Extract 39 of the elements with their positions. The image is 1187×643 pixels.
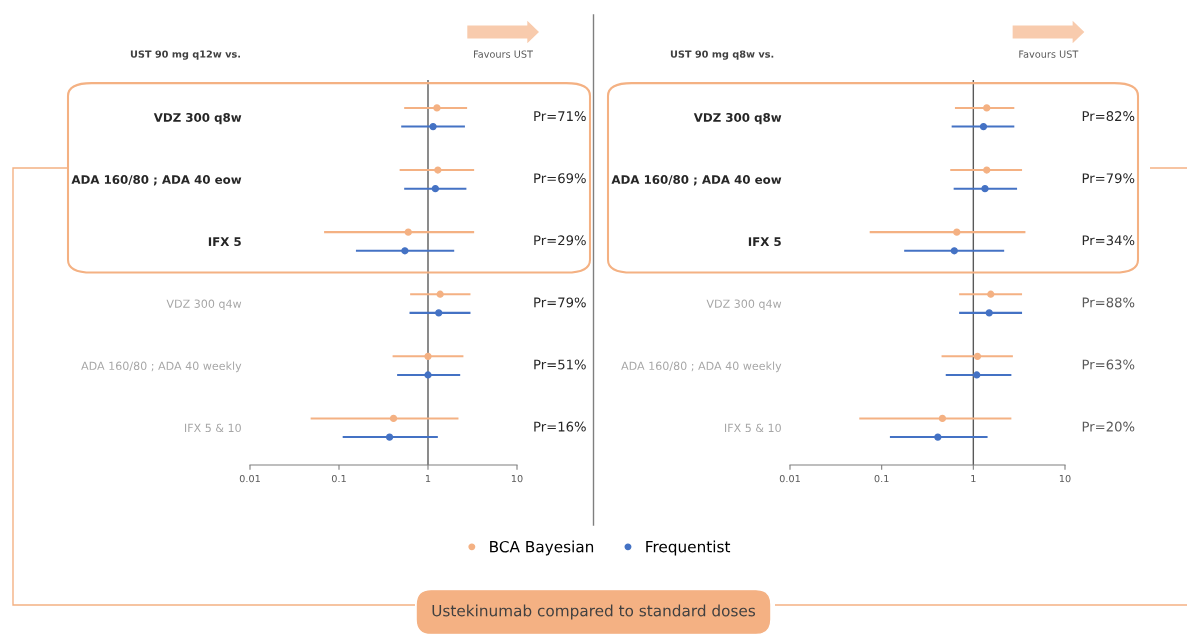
text: Favours UST xyxy=(474,50,533,58)
x-tick-label: 0.01 xyxy=(779,474,800,483)
y-tick-label: IFX 5 & 10 xyxy=(185,423,241,433)
text: Pr=20% xyxy=(1082,421,1135,432)
text: Ustekinumab compared to standard doses xyxy=(432,604,756,620)
text: Pr=71% xyxy=(534,111,586,122)
y-tick-label: IFX 5 xyxy=(208,237,241,247)
text: Pr=34% xyxy=(1082,235,1135,246)
text: Pr=51% xyxy=(534,359,586,370)
y-tick-label: VDZ 300 q4w xyxy=(166,299,242,311)
y-tick-label: ADA 160/80 ; ADA 40 weekly xyxy=(81,361,242,373)
y-tick-label: ADA 160/80 ; ADA 40 weekly xyxy=(621,361,782,373)
text: Pr=82% xyxy=(1082,111,1135,122)
legend-label: BCA Bayesian xyxy=(490,540,594,556)
x-tick-label: 0.01 xyxy=(239,474,260,483)
y-tick-label: ADA 160/80 ; ADA 40 eow xyxy=(71,175,242,186)
x-tick-label: 1 xyxy=(971,475,976,483)
x-tick-label: 10 xyxy=(1059,474,1071,483)
text: Pr=79% xyxy=(1082,173,1135,184)
chart-title: UST 90 mg q8w vs. xyxy=(670,50,774,60)
y-tick-label: VDZ 300 q4w xyxy=(706,299,782,311)
x-tick-label: 0.1 xyxy=(874,474,889,483)
text: Pr=69% xyxy=(534,173,586,184)
text: Pr=88% xyxy=(1082,297,1135,308)
x-tick-label: 1 xyxy=(425,475,431,483)
x-tick-label: 0.1 xyxy=(331,474,346,483)
text: Pr=63% xyxy=(1082,359,1135,370)
y-tick-label: VDZ 300 q8w xyxy=(153,112,242,125)
y-tick-label: ADA 160/80 ; ADA 40 eow xyxy=(611,175,782,186)
text: Pr=29% xyxy=(534,235,586,246)
text: Pr=16% xyxy=(534,421,586,432)
y-tick-label: VDZ 300 q8w xyxy=(693,112,782,125)
y-tick-label: IFX 5 xyxy=(748,237,781,247)
text: Favours UST xyxy=(1019,50,1079,58)
chart-title: UST 90 mg q12w vs. xyxy=(130,50,240,60)
legend-label: Frequentist xyxy=(646,540,731,556)
y-tick-label: IFX 5 & 10 xyxy=(725,423,781,433)
text: Pr=79% xyxy=(534,297,586,308)
x-tick-label: 10 xyxy=(511,474,523,483)
